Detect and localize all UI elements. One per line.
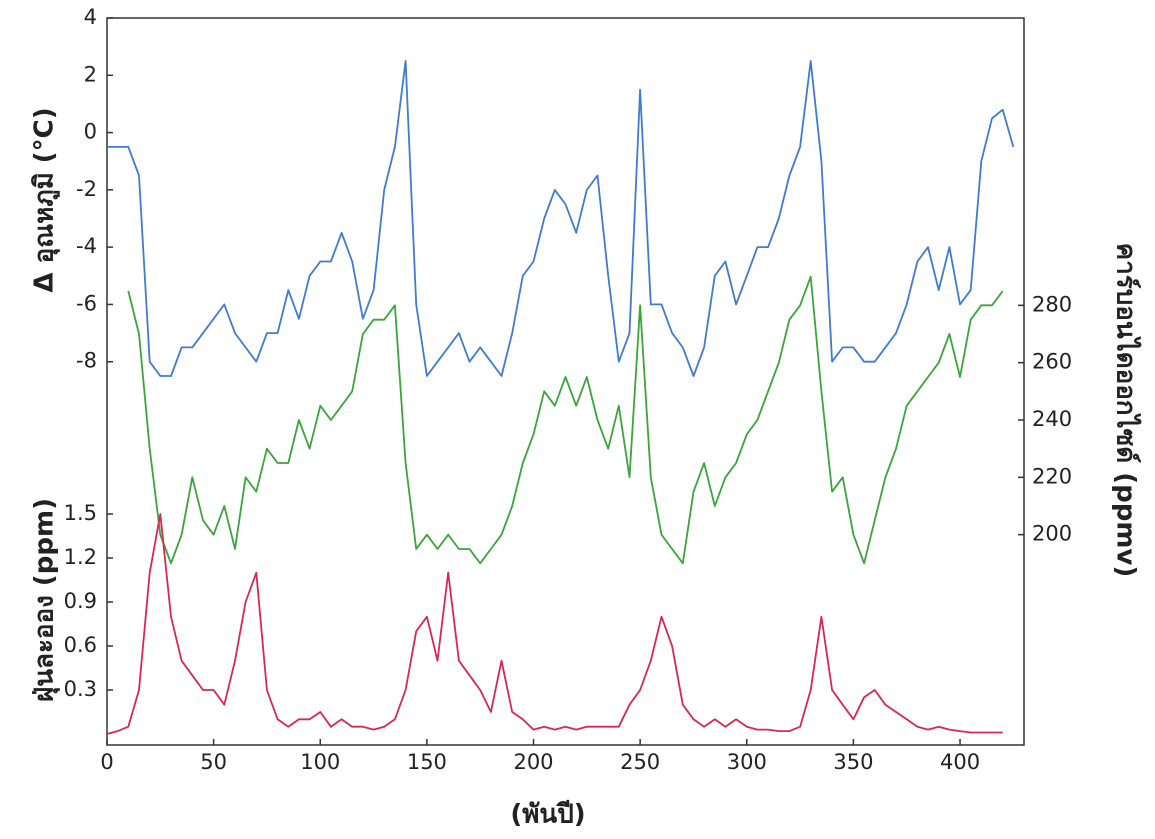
y-tick-label: -8 [76,349,97,373]
y3-tick-label: 0.3 [64,677,97,701]
x-tick-label: 250 [620,750,660,774]
y2-tick-label: 220 [1032,464,1072,488]
x-tick-label: 400 [940,750,980,774]
x-tick-label: 350 [833,750,873,774]
y3-tick-label: 0.6 [64,633,97,657]
x-tick-label: 100 [300,750,340,774]
y3-tick-label: 1.2 [64,545,97,569]
y2-tick-label: 260 [1032,350,1072,374]
chart: (พันปี) Δ อุณหภูมิ (°C) ฝุ่นละออง (ppm) … [0,0,1155,839]
y2-tick-label: 200 [1032,522,1072,546]
x-tick-label: 0 [100,750,113,774]
y-tick-label: 4 [84,5,97,29]
plot-frame [107,18,1024,745]
y3-tick-label: 0.9 [64,589,97,613]
y-tick-label: -4 [76,234,97,258]
y-axis-label: Δ อุณหภูมิ (°C) [30,107,61,292]
y2-axis-label: คาร์บอนไดออกไซด์ (ppmv) [1111,243,1143,577]
series-line [128,277,1002,564]
y-tick-label: -6 [76,291,97,315]
y-tick-label: 2 [84,62,97,86]
y-tick-label: -2 [76,177,97,201]
x-axis-label: (พันปี) [510,800,585,830]
series-line [107,61,1013,376]
x-tick-label: 50 [200,750,227,774]
x-tick-label: 200 [513,750,553,774]
y2-tick-label: 240 [1032,407,1072,431]
x-tick-label: 300 [727,750,767,774]
y3-axis-label: ฝุ่นละออง (ppm) [30,498,61,702]
y2-tick-label: 280 [1032,292,1072,316]
y-tick-label: 0 [84,120,97,144]
x-tick-label: 150 [407,750,447,774]
y3-tick-label: 1.5 [64,501,97,525]
